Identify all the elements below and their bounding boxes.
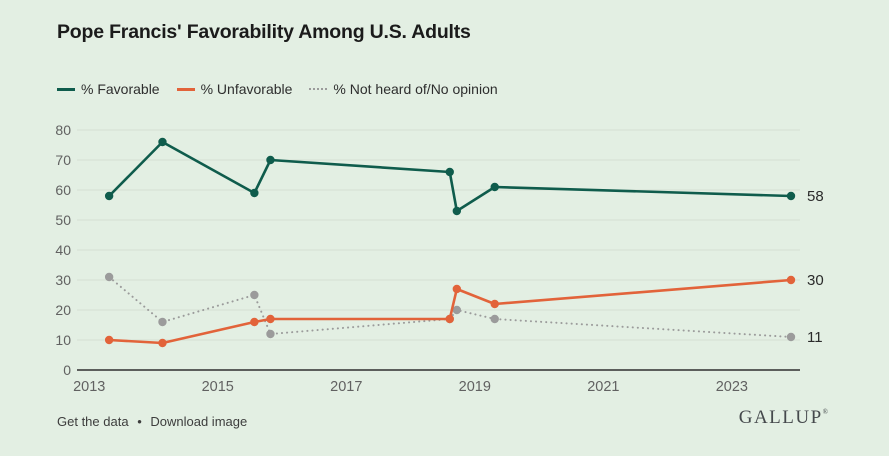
y-tick-label: 80 <box>55 122 71 138</box>
data-point-marker[interactable] <box>266 155 275 165</box>
data-point-marker[interactable] <box>266 329 275 339</box>
footer-separator: • <box>137 414 142 429</box>
data-point-marker[interactable] <box>490 314 499 324</box>
data-point-marker[interactable] <box>490 182 499 192</box>
x-tick-label: 2017 <box>330 379 362 395</box>
data-point-marker[interactable] <box>786 275 796 285</box>
series-line <box>108 276 793 338</box>
data-point-marker[interactable] <box>452 305 462 315</box>
favorable-line-swatch-icon <box>57 87 75 91</box>
legend-item-favorable[interactable]: % Favorable <box>57 81 160 97</box>
series-end-label: 11 <box>807 329 823 346</box>
data-point-marker[interactable] <box>452 284 462 294</box>
x-tick-label: 2019 <box>459 379 491 395</box>
data-point-marker[interactable] <box>786 332 796 342</box>
not-heard-dotted-line-swatch-icon <box>309 88 328 90</box>
data-point-marker[interactable] <box>490 299 499 309</box>
series-line <box>107 140 793 213</box>
data-point-marker[interactable] <box>452 206 462 216</box>
legend-label-favorable: % Favorable <box>81 81 160 97</box>
x-tick-label: 2015 <box>202 379 234 395</box>
series-end-label: 58 <box>807 188 824 205</box>
y-tick-label: 30 <box>55 272 71 288</box>
legend-label-unfavorable: % Unfavorable <box>200 81 293 97</box>
data-point-marker[interactable] <box>158 137 167 147</box>
data-point-marker[interactable] <box>266 314 275 324</box>
data-point-marker[interactable] <box>158 338 167 348</box>
x-tick-label: 2023 <box>716 379 748 395</box>
download-image-link[interactable]: Download image <box>150 414 248 429</box>
footer-links: Get the data • Download image <box>57 414 247 429</box>
legend-item-unfavorable[interactable]: % Unfavorable <box>176 81 293 97</box>
data-point-marker[interactable] <box>250 317 259 327</box>
data-point-marker[interactable] <box>104 335 114 345</box>
unfavorable-line-swatch-icon <box>176 87 195 91</box>
get-the-data-link[interactable]: Get the data <box>57 414 129 429</box>
chart-title: Pope Francis' Favorability Among U.S. Ad… <box>57 21 471 43</box>
y-tick-label: 20 <box>55 302 71 318</box>
y-tick-label: 40 <box>55 242 71 258</box>
legend-item-not-heard[interactable]: % Not heard of/No opinion <box>309 81 498 97</box>
data-point-marker[interactable] <box>250 188 259 198</box>
data-point-marker[interactable] <box>786 191 796 201</box>
x-tick-label: 2021 <box>587 379 619 395</box>
data-point-marker[interactable] <box>158 317 167 327</box>
y-tick-label: 50 <box>55 212 71 228</box>
registered-trademark-icon: ® <box>822 408 828 416</box>
y-tick-label: 0 <box>63 362 71 378</box>
series-line <box>107 278 793 345</box>
y-tick-label: 10 <box>55 332 71 348</box>
y-tick-label: 70 <box>55 152 71 168</box>
x-tick-label: 2013 <box>73 379 105 395</box>
chart-legend: % Favorable % Unfavorable % Not heard of… <box>57 81 498 97</box>
series-end-label: 30 <box>807 272 824 289</box>
data-point-marker[interactable] <box>104 191 114 201</box>
data-point-marker[interactable] <box>445 167 454 177</box>
legend-label-not-heard: % Not heard of/No opinion <box>333 81 498 97</box>
data-point-marker[interactable] <box>445 314 454 324</box>
data-point-marker[interactable] <box>250 290 259 300</box>
y-tick-label: 60 <box>55 182 71 198</box>
data-point-marker[interactable] <box>104 272 114 282</box>
gallup-logo: GALLUP® <box>738 407 828 428</box>
